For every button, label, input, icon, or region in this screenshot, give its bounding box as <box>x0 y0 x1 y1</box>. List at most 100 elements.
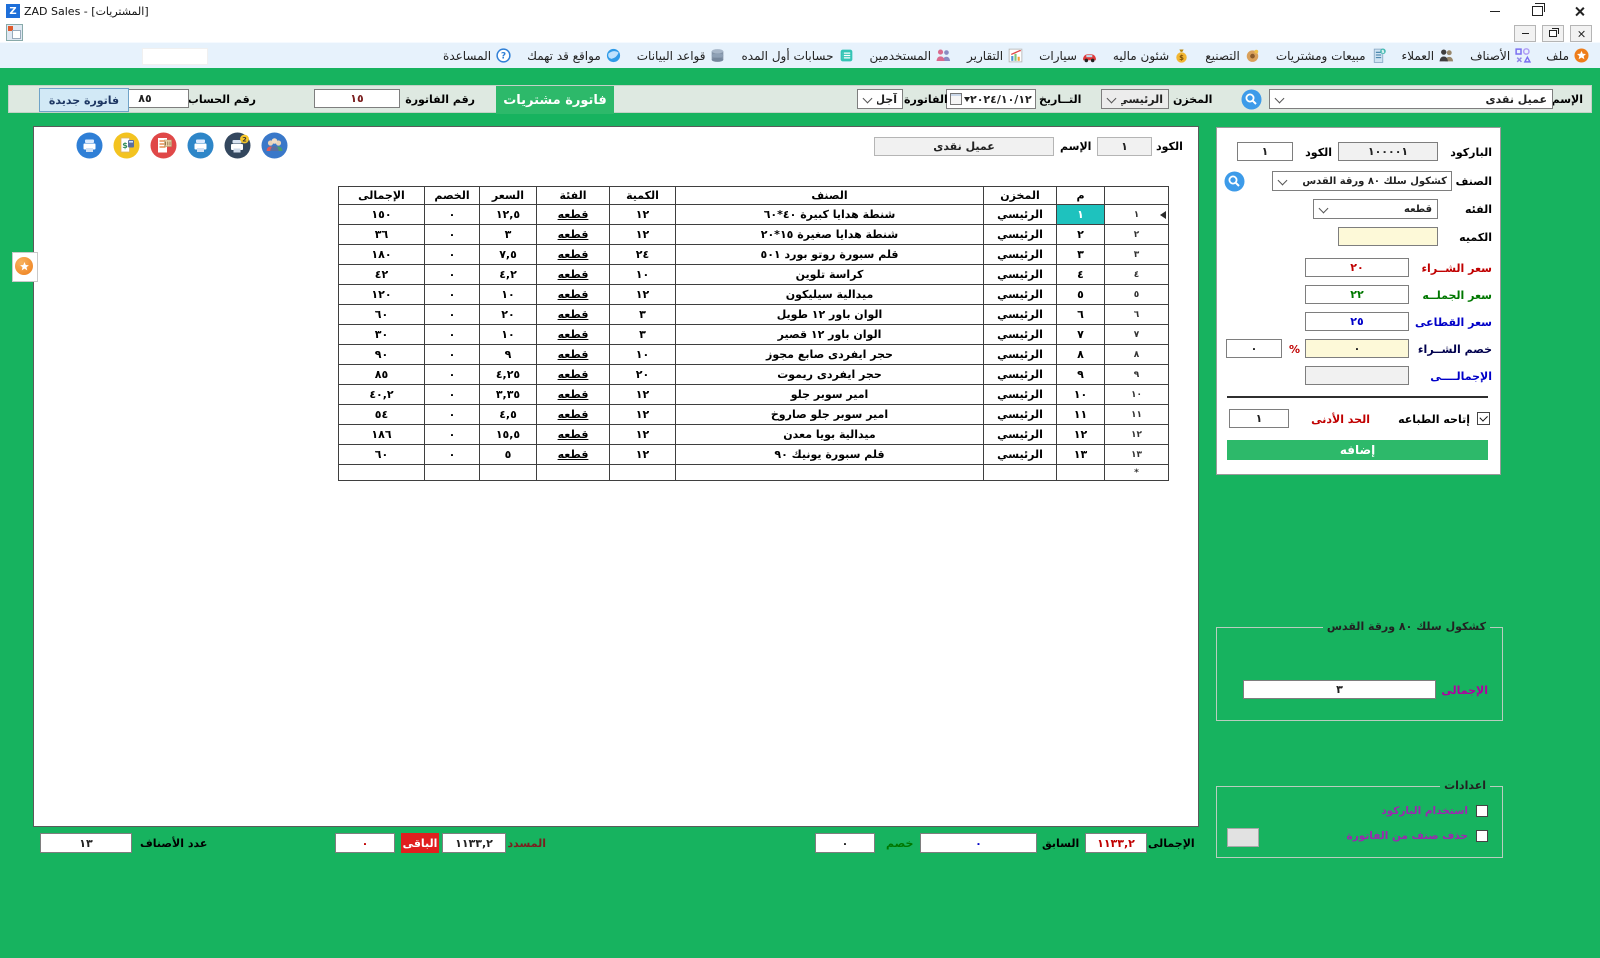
cell-total[interactable]: ٩٠ <box>338 344 425 365</box>
table-row[interactable]: ١ ١ الرئيسي شنطة هدايا كبيرة ٤٠*٦٠ ١٢ قطعه ١٢,… <box>338 204 1169 225</box>
cell-discount[interactable]: ٠ <box>424 304 480 325</box>
cell-price[interactable]: ٣ <box>479 224 537 245</box>
cell-item[interactable]: قلم سبورة يونيك ٩٠ <box>675 444 984 465</box>
cell-qty[interactable]: ١٢ <box>609 224 676 245</box>
cell-discount[interactable]: ٠ <box>424 384 480 405</box>
barcode-field[interactable]: ١٠٠٠٠١ <box>1338 142 1438 161</box>
col-store[interactable]: المخزن <box>983 186 1057 205</box>
discount-percent-field[interactable]: ٠ <box>1226 339 1282 358</box>
cell-num[interactable]: ١١ <box>1056 404 1105 425</box>
store-combo[interactable]: الرئيسي <box>1101 89 1169 109</box>
cell-item[interactable]: حجر ايفردى ريموت <box>675 364 984 385</box>
menu-item-databases[interactable]: قواعد البيانات <box>637 47 727 64</box>
col-item[interactable]: الصنف <box>675 186 984 205</box>
cell-qty[interactable]: ١٠ <box>609 264 676 285</box>
cell-discount[interactable]: ٠ <box>424 204 480 225</box>
cell-total[interactable]: ٤٠,٢ <box>338 384 425 405</box>
print-preview-button[interactable] <box>187 132 214 159</box>
cell-item[interactable]: الوان باور ١٢ طويل <box>675 304 984 325</box>
cell-num[interactable]: ١ <box>1056 204 1105 225</box>
unit-combo[interactable]: قطعه <box>1313 199 1438 219</box>
row-selector[interactable]: ١ <box>1104 204 1169 225</box>
cell-store[interactable]: الرئيسي <box>983 344 1057 365</box>
cell-store[interactable]: الرئيسي <box>983 424 1057 445</box>
cell-price[interactable]: ١٥,٥ <box>479 424 537 445</box>
account-statement-button[interactable] <box>150 132 177 159</box>
invoice-type-combo[interactable]: آجل <box>857 89 903 109</box>
cell-num[interactable]: ٧ <box>1056 324 1105 345</box>
cell-unit[interactable]: قطعه <box>536 304 610 325</box>
table-row[interactable]: ٥ ٥ الرئيسي ميدالية سيليكون ١٢ قطعه ١٠ ٠ ١٢٠ <box>338 284 1169 305</box>
minimize-button[interactable] <box>1474 0 1516 22</box>
cell-unit[interactable]: قطعه <box>536 204 610 225</box>
wholesale-price-field[interactable]: ٢٢ <box>1305 285 1409 304</box>
cell-discount[interactable]: ٠ <box>424 244 480 265</box>
cell-price[interactable]: ٤,٢٥ <box>479 364 537 385</box>
footer-remaining-field[interactable]: ٠ <box>335 833 395 853</box>
cell-total[interactable]: ٣٦ <box>338 224 425 245</box>
purchase-discount-field[interactable]: ٠ <box>1305 339 1409 358</box>
quantity-field[interactable] <box>1338 227 1438 246</box>
cell-unit[interactable]: قطعه <box>536 264 610 285</box>
customers-button[interactable] <box>261 132 288 159</box>
menu-item-manufacturing[interactable]: التصنيع <box>1205 47 1261 64</box>
table-row[interactable]: ١٠ ١٠ الرئيسي امير سوبر جلو ١٢ قطعه ٣,٣٥ ٠ ٤٠,٢ <box>338 384 1169 405</box>
cell-discount[interactable]: ٠ <box>424 284 480 305</box>
price-calculator-button[interactable]: $ <box>113 132 140 159</box>
customer-name-combo[interactable]: عميل نقدى <box>1269 89 1553 109</box>
cell-qty[interactable]: ١٢ <box>609 444 676 465</box>
cell-qty[interactable]: ١٢ <box>609 404 676 425</box>
cell-unit[interactable]: قطعه <box>536 404 610 425</box>
cell-unit[interactable]: قطعه <box>536 324 610 345</box>
cell-num[interactable]: ٤ <box>1056 264 1105 285</box>
date-picker[interactable]: ٢٠٢٤/١٠/١٢ <box>946 89 1036 109</box>
cell-total[interactable]: ١٨٦ <box>338 424 425 445</box>
footer-paid-field[interactable]: ١١٣٣,٢ <box>442 833 506 853</box>
table-row[interactable]: ٢ ٢ الرئيسي شنطة هدايا صغيرة ١٥*٢٠ ١٢ قطعه ٣ ٠ ٣… <box>338 224 1169 245</box>
cell-qty[interactable]: ٢٤ <box>609 244 676 265</box>
cell-price[interactable]: ٩ <box>479 344 537 365</box>
cell-store[interactable]: الرئيسي <box>983 304 1057 325</box>
cell-discount[interactable]: ٠ <box>424 344 480 365</box>
favorite-star-button[interactable] <box>15 257 33 275</box>
cell-num[interactable]: ٢ <box>1056 224 1105 245</box>
code-field[interactable]: ١ <box>1237 142 1293 161</box>
cell-num[interactable]: ١٠ <box>1056 384 1105 405</box>
mdi-minimize-button[interactable] <box>1514 25 1536 42</box>
cell-store[interactable]: الرئيسي <box>983 364 1057 385</box>
cell-total[interactable]: ٥٤ <box>338 404 425 425</box>
cell-qty[interactable]: ٢٠ <box>609 364 676 385</box>
cell-num[interactable]: ٩ <box>1056 364 1105 385</box>
new-invoice-button[interactable]: فاتورة جديدة <box>39 88 129 112</box>
mdi-restore-button[interactable] <box>1542 25 1564 42</box>
menu-item-cars[interactable]: سيارات <box>1039 47 1098 64</box>
cell-qty[interactable]: ٣ <box>609 324 676 345</box>
col-total[interactable]: الإجمالى <box>338 186 425 205</box>
menu-item-users[interactable]: المستخدمين <box>870 47 952 64</box>
col-qty[interactable]: الكمية <box>609 186 676 205</box>
row-selector[interactable]: * <box>1104 464 1169 481</box>
row-selector[interactable]: ٢ <box>1104 224 1169 245</box>
row-selector[interactable]: ١٢ <box>1104 424 1169 445</box>
footer-total-field[interactable]: ١١٣٣,٢ <box>1085 833 1147 853</box>
cell-num[interactable]: ٣ <box>1056 244 1105 265</box>
cell-qty[interactable]: ١٢ <box>609 424 676 445</box>
cell-unit[interactable]: قطعه <box>536 444 610 465</box>
cell-unit[interactable]: قطعه <box>536 424 610 445</box>
cell-item[interactable]: كراسة تلوين <box>675 264 984 285</box>
cell-discount[interactable]: ٠ <box>424 364 480 385</box>
row-selector[interactable]: ٨ <box>1104 344 1169 365</box>
item-total-field[interactable]: ٣ <box>1243 680 1436 699</box>
row-selector[interactable]: ٣ <box>1104 244 1169 265</box>
footer-previous-field[interactable]: ٠ <box>920 833 1037 853</box>
cell-store[interactable]: الرئيسي <box>983 404 1057 425</box>
cell-total[interactable]: ٦٠ <box>338 444 425 465</box>
footer-discount-field[interactable]: ٠ <box>815 833 875 853</box>
table-row[interactable]: ١٢ ١٢ الرئيسي ميدالية بويا معدن ١٢ قطعه ١٥,٥ ٠ ١… <box>338 424 1169 445</box>
cell-discount[interactable]: ٠ <box>424 324 480 345</box>
use-barcode-checkbox[interactable] <box>1476 805 1488 817</box>
cell-unit[interactable]: قطعه <box>536 344 610 365</box>
print-copies-button[interactable]: 2 <box>224 132 251 159</box>
cell-num[interactable]: ٥ <box>1056 284 1105 305</box>
cell-discount[interactable]: ٠ <box>424 404 480 425</box>
